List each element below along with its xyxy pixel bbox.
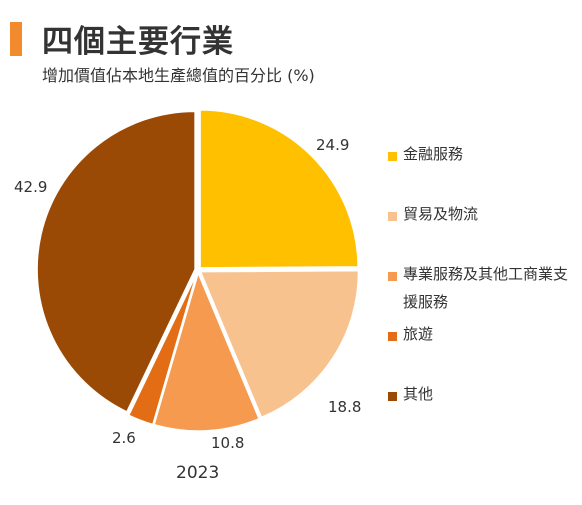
legend-label: 專業服務及其他工商業支援服務	[403, 265, 569, 311]
slice-value-label: 2.6	[112, 429, 136, 447]
legend-item: 專業服務及其他工商業支援服務	[388, 265, 579, 316]
legend-swatch	[388, 392, 397, 401]
legend-swatch	[388, 152, 397, 161]
legend-swatch	[388, 212, 397, 221]
pie-slice	[199, 109, 359, 269]
chart-title: 四個主要行業	[42, 24, 234, 60]
pie-slice	[36, 110, 196, 413]
legend-item: 金融服務	[388, 145, 579, 168]
slice-value-label: 42.9	[14, 178, 47, 196]
legend-label: 貿易及物流	[403, 205, 479, 223]
slice-value-label: 24.9	[316, 136, 349, 154]
legend-swatch	[388, 332, 397, 341]
title-accent-bar	[10, 22, 22, 56]
legend-label: 旅遊	[403, 325, 434, 343]
legend-item: 貿易及物流	[388, 205, 579, 228]
slice-value-label: 10.8	[211, 434, 244, 452]
legend-item: 其他	[388, 385, 579, 408]
chart-subtitle: 增加價值佔本地生產總值的百分比 (%)	[42, 66, 315, 85]
year-label: 2023	[176, 463, 220, 483]
legend-label: 其他	[403, 385, 434, 403]
legend-label: 金融服務	[403, 145, 464, 163]
legend-swatch	[388, 272, 397, 281]
pie-slice	[199, 269, 360, 419]
slice-value-label: 18.8	[328, 398, 361, 416]
legend-item: 旅遊	[388, 325, 579, 348]
pie-slice	[127, 272, 198, 426]
pie-slice	[153, 270, 261, 432]
